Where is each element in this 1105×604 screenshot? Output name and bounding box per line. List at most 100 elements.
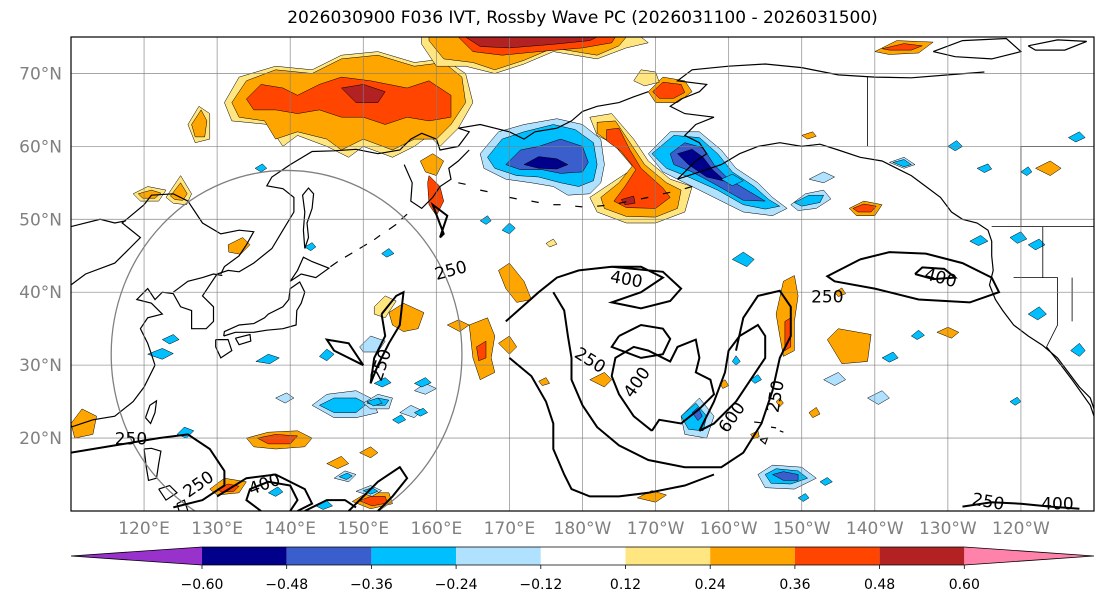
coastline-29 — [1027, 39, 1087, 51]
coastline-20 — [575, 205, 583, 208]
gridlines — [71, 37, 1094, 511]
contour-label-10: 250 — [811, 287, 843, 307]
coastline-22 — [618, 201, 627, 204]
contour-line-4 — [552, 289, 792, 469]
coastline-30 — [1046, 346, 1094, 417]
anomaly-blob-83 — [1070, 342, 1086, 357]
coastline-23 — [640, 196, 649, 200]
lon-tick-label-1: 130°E — [191, 519, 243, 539]
colorbar-tick-label-8: 0.48 — [864, 577, 895, 593]
lat-tick-label-5: 70°N — [19, 64, 62, 84]
anomaly-blob-68 — [677, 149, 726, 182]
coastline-14 — [400, 213, 408, 220]
anomaly-blob-79 — [1009, 231, 1028, 244]
lon-tick-label-2: 140°E — [264, 519, 316, 539]
anomaly-blob-81 — [1027, 238, 1046, 251]
coastline-6 — [234, 333, 252, 346]
coastline-24 — [662, 191, 671, 195]
coastline-7 — [144, 399, 158, 425]
colorbar-segment-8 — [879, 547, 965, 565]
coastline-33 — [779, 430, 784, 433]
anomaly-blob-75 — [731, 251, 755, 268]
colorbar-segment-5 — [625, 547, 711, 565]
anomaly-blob-57 — [359, 446, 379, 459]
anomaly-blob-100 — [976, 163, 993, 173]
contour-line-12 — [216, 473, 314, 511]
anomaly-blob-126 — [413, 407, 429, 417]
anomaly-blob-28 — [388, 302, 425, 332]
anomaly-blob-56 — [326, 455, 350, 469]
anomaly-blob-27 — [71, 408, 97, 439]
lon-tick-label-7: 170°W — [627, 519, 685, 539]
anomaly-blob-86 — [881, 351, 899, 363]
chart-title: 2026030900 F036 IVT, Rossby Wave PC (202… — [287, 8, 878, 28]
contour-line-13 — [245, 480, 299, 511]
anomaly-blob-33 — [446, 319, 470, 332]
anomaly-blob-31 — [476, 340, 487, 362]
anomaly-blob-5 — [191, 109, 208, 138]
colorbar-extend-low — [71, 547, 202, 565]
coastline-31 — [754, 421, 762, 424]
coastline-39 — [172, 273, 223, 293]
anomaly-blob-74 — [479, 215, 492, 225]
colorbar-extend-high — [964, 547, 1094, 565]
ivt-contours — [71, 201, 1080, 511]
colorbar-tick-label-2: −0.36 — [350, 577, 393, 593]
colorbar-segment-1 — [286, 547, 372, 565]
contour-line-1 — [610, 323, 672, 359]
coastline-27 — [669, 63, 985, 180]
contour-line-15 — [304, 499, 357, 511]
anomaly-blob-34 — [498, 335, 518, 355]
contour-line-5 — [508, 357, 715, 498]
contour-line-16 — [962, 501, 1080, 510]
anomaly-blob-101 — [1067, 131, 1086, 143]
anomaly-blob-51 — [256, 434, 299, 445]
contour-line-7 — [914, 266, 958, 281]
lon-tick-label-9: 150°W — [773, 519, 831, 539]
anomaly-blob-122 — [373, 377, 392, 388]
anomaly-blob-20 — [419, 153, 445, 176]
anomaly-blob-87 — [910, 329, 925, 340]
coastline-5 — [215, 339, 233, 359]
coastline-16 — [480, 189, 488, 193]
contour-line-6 — [825, 251, 1001, 304]
anomaly-blob-72 — [808, 171, 836, 184]
lon-tick-label-8: 160°W — [700, 519, 758, 539]
coastline-17 — [509, 196, 517, 200]
coastline-10 — [344, 252, 353, 258]
map-frame — [70, 36, 1095, 512]
colorbar-tick-label-1: −0.48 — [265, 577, 308, 593]
lon-tick-label-3: 150°E — [337, 519, 389, 539]
anomaly-blob-117 — [146, 348, 174, 360]
anomaly-blob-78 — [1020, 166, 1033, 176]
anomaly-blob-55 — [358, 496, 388, 507]
colorbar-tick-label-3: −0.24 — [435, 577, 478, 593]
lat-tick-label-2: 40°N — [19, 283, 62, 303]
contour-label-13: 400 — [1041, 494, 1073, 514]
contour-line-11 — [71, 433, 226, 509]
anomaly-blob-14 — [882, 43, 923, 51]
lon-tick-label-6: 180°W — [554, 519, 612, 539]
anomaly-blob-64 — [523, 156, 569, 170]
anomaly-blob-124 — [304, 242, 317, 252]
anomaly-blob-41 — [852, 203, 877, 213]
anomaly-blob-25 — [170, 182, 188, 201]
anomaly-blob-59 — [1034, 160, 1062, 176]
coastline-25 — [684, 185, 693, 190]
coastline-8 — [143, 447, 162, 482]
coastline-34 — [759, 437, 769, 445]
anomaly-blob-11 — [652, 81, 686, 99]
range-circle — [110, 169, 463, 511]
coastline-38 — [71, 218, 126, 228]
anomaly-blob-80 — [969, 235, 989, 246]
axis-ticks: 20°N 30°N 40°N 50°N 60°N 70°N 120°E 130°E 140°E 1… — [19, 64, 1050, 539]
contour-label-12: 250 — [970, 490, 1005, 515]
lon-tick-label-11: 130°W — [919, 519, 977, 539]
contour-line-9 — [324, 338, 365, 367]
anomaly-blob-94 — [680, 402, 707, 432]
coastline-18 — [531, 200, 539, 204]
coastline-0 — [71, 91, 649, 428]
colorbar-tick-label-9: 0.60 — [949, 577, 980, 593]
colorbar-segment-4 — [540, 547, 626, 565]
